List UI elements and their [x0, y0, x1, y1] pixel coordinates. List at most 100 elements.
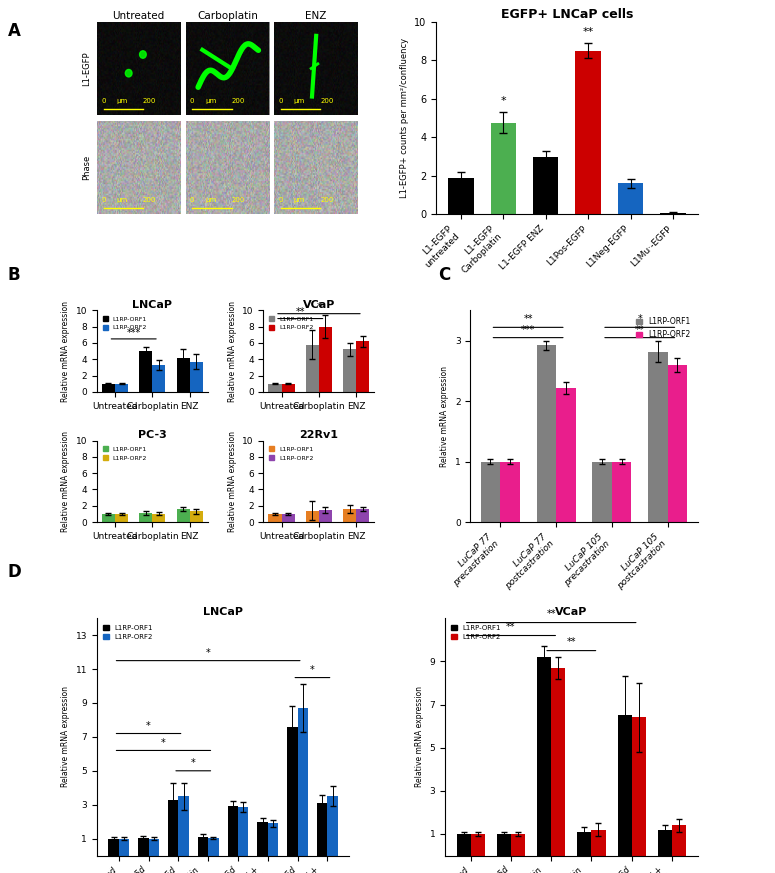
Text: μm: μm — [205, 197, 216, 203]
Text: *: * — [146, 721, 151, 731]
Legend: L1RP-ORF1, L1RP-ORF2: L1RP-ORF1, L1RP-ORF2 — [267, 313, 316, 333]
Bar — [257, 821, 267, 856]
Title: EGFP+ LNCaP cells: EGFP+ LNCaP cells — [501, 8, 633, 21]
Bar — [317, 803, 327, 856]
Bar — [306, 511, 319, 522]
Bar — [618, 183, 643, 214]
Bar — [267, 823, 278, 856]
Circle shape — [140, 51, 146, 58]
Bar — [448, 178, 474, 214]
Text: μm: μm — [294, 197, 305, 203]
Bar — [319, 327, 332, 392]
Text: D: D — [8, 563, 22, 581]
Bar — [667, 365, 687, 522]
Bar — [281, 514, 294, 522]
Y-axis label: Relative mRNA expression: Relative mRNA expression — [61, 686, 70, 787]
Title: PC-3: PC-3 — [138, 430, 167, 440]
Legend: L1RP-ORF1, L1RP-ORF2: L1RP-ORF1, L1RP-ORF2 — [449, 622, 504, 643]
Legend: L1RP-ORF1, L1RP-ORF2: L1RP-ORF1, L1RP-ORF2 — [633, 314, 694, 342]
Title: 22Rv1: 22Rv1 — [299, 430, 339, 440]
Bar — [298, 708, 308, 856]
Bar — [287, 726, 298, 856]
Text: **: ** — [523, 314, 533, 325]
Bar — [140, 351, 153, 392]
Bar — [343, 349, 356, 392]
Bar — [618, 715, 632, 856]
Text: **: ** — [635, 325, 645, 334]
Text: 0: 0 — [101, 197, 105, 203]
Text: 0: 0 — [190, 98, 195, 104]
Text: μm: μm — [294, 98, 305, 104]
Text: **: ** — [583, 27, 594, 38]
Bar — [190, 361, 203, 392]
Y-axis label: Relative mRNA expression: Relative mRNA expression — [61, 431, 70, 532]
Bar — [660, 213, 686, 214]
Text: ***: *** — [521, 325, 536, 334]
Text: *: * — [316, 302, 322, 313]
Text: L1-EGFP: L1-EGFP — [82, 52, 91, 86]
Text: ***: *** — [126, 327, 141, 338]
Y-axis label: Relative mRNA expression: Relative mRNA expression — [415, 686, 424, 787]
Bar — [115, 514, 128, 522]
Text: *: * — [310, 665, 315, 675]
Bar — [102, 514, 115, 522]
Bar — [480, 462, 500, 522]
Bar — [470, 834, 485, 856]
Bar — [153, 365, 166, 392]
Bar — [268, 383, 281, 392]
Text: 200: 200 — [320, 197, 334, 203]
Text: **: ** — [506, 622, 515, 632]
Y-axis label: Relative mRNA expression: Relative mRNA expression — [61, 300, 70, 402]
Bar — [537, 657, 551, 856]
Bar — [356, 509, 370, 522]
Bar — [497, 834, 511, 856]
Bar — [327, 796, 338, 856]
Text: *: * — [501, 97, 506, 107]
Text: 200: 200 — [232, 197, 245, 203]
Text: A: A — [8, 22, 21, 40]
Text: 200: 200 — [232, 98, 245, 104]
Bar — [238, 808, 248, 856]
Bar — [190, 512, 203, 522]
Circle shape — [126, 70, 132, 77]
Bar — [177, 359, 190, 392]
Bar — [149, 839, 159, 856]
Y-axis label: Relative mRNA expression: Relative mRNA expression — [228, 300, 236, 402]
Text: B: B — [8, 266, 20, 285]
Text: μm: μm — [116, 98, 128, 104]
Text: μm: μm — [205, 98, 216, 104]
Bar — [208, 838, 219, 856]
Bar — [592, 462, 611, 522]
Legend: L1RP-ORF1, L1RP-ORF2: L1RP-ORF1, L1RP-ORF2 — [267, 443, 316, 463]
Bar — [356, 341, 370, 392]
Bar — [138, 838, 149, 856]
Text: **: ** — [567, 637, 576, 648]
Text: C: C — [438, 266, 450, 285]
Text: *: * — [191, 759, 195, 768]
Text: μm: μm — [116, 197, 128, 203]
Text: 0: 0 — [190, 197, 195, 203]
Text: 0: 0 — [278, 98, 283, 104]
Text: 200: 200 — [320, 98, 334, 104]
Text: 200: 200 — [143, 98, 157, 104]
Bar — [306, 345, 319, 392]
Title: ENZ: ENZ — [305, 11, 327, 21]
Title: VCaP: VCaP — [555, 608, 587, 617]
Bar — [591, 829, 605, 856]
Text: 0: 0 — [278, 197, 283, 203]
Bar — [198, 837, 208, 856]
Bar — [178, 796, 189, 856]
Bar — [611, 462, 632, 522]
Bar — [119, 839, 129, 856]
Bar — [551, 668, 565, 856]
Bar — [511, 834, 525, 856]
Legend: L1RP-ORF1, L1RP-ORF2: L1RP-ORF1, L1RP-ORF2 — [100, 443, 150, 463]
Bar — [500, 462, 520, 522]
Title: Carboplatin: Carboplatin — [197, 11, 258, 21]
Text: Phase: Phase — [82, 155, 91, 180]
Bar — [268, 514, 281, 522]
Bar — [281, 383, 294, 392]
Bar — [228, 807, 238, 856]
Title: LNCaP: LNCaP — [203, 608, 243, 617]
Text: *: * — [637, 314, 642, 325]
